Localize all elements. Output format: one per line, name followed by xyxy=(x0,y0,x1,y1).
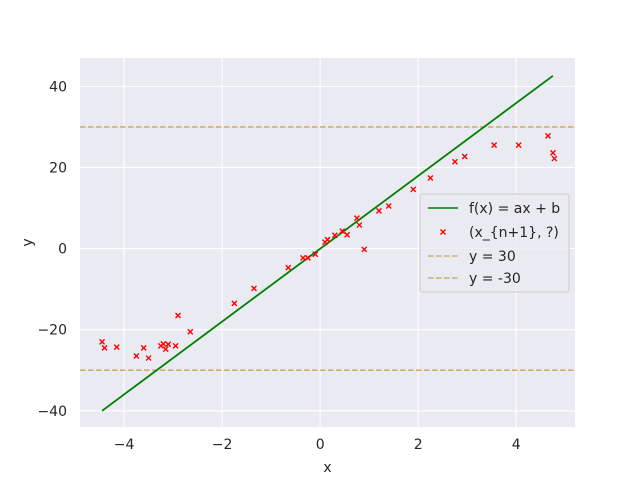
y-tick-label: 40 xyxy=(49,79,67,95)
scatter-point xyxy=(451,158,458,165)
scatter-point xyxy=(461,153,468,160)
scatter-point xyxy=(324,236,331,243)
scatter-point xyxy=(385,203,392,210)
scatter-point xyxy=(304,254,311,261)
scatter-point xyxy=(99,338,106,345)
scatter-point xyxy=(175,312,182,319)
legend-box xyxy=(419,193,570,293)
y-axis-label: y xyxy=(20,238,36,246)
scatter-point xyxy=(231,300,238,307)
scatter-point xyxy=(551,155,558,162)
scatter-point xyxy=(160,340,167,347)
scatter-point xyxy=(515,142,522,149)
line-series xyxy=(101,75,554,412)
y-tick-label: −40 xyxy=(37,404,67,420)
scatter-point xyxy=(187,328,194,335)
grid xyxy=(80,58,575,427)
x-tick-label: −2 xyxy=(212,437,233,453)
legend-scatter-swatch xyxy=(440,229,446,235)
scatter-point xyxy=(113,344,120,351)
y-tick-label: 0 xyxy=(58,242,67,258)
fit-line xyxy=(101,75,554,412)
scatter-point xyxy=(285,264,292,271)
scatter-point xyxy=(145,355,152,362)
legend-label-scatter: (x_{n+1}, ?) xyxy=(469,225,559,241)
legend: f(x) = ax + b (x_{n+1}, ?) y = 30 y = -3… xyxy=(419,193,570,293)
scatter-point xyxy=(165,341,172,348)
y-tick-labels: −40 −20 0 20 40 xyxy=(37,79,67,419)
legend-label-hline-30: y = 30 xyxy=(469,249,516,265)
x-axis-label: x xyxy=(323,460,331,476)
scatter-point xyxy=(353,215,360,222)
scatter-point xyxy=(356,222,363,229)
scatter-point xyxy=(162,346,169,353)
reference-lines xyxy=(80,126,575,372)
x-tick-label: 0 xyxy=(316,437,325,453)
scatter-point xyxy=(101,344,108,351)
legend-label-hline-neg30: y = -30 xyxy=(469,271,521,287)
scatter-series xyxy=(99,132,558,362)
scatter-point xyxy=(545,132,552,139)
scatter-point xyxy=(491,142,498,149)
y-tick-label: −20 xyxy=(37,323,67,339)
scatter-point xyxy=(300,254,306,261)
scatter-point xyxy=(250,285,257,292)
scatter-point xyxy=(312,251,319,258)
scatter-point xyxy=(427,175,434,182)
y-tick-label: 20 xyxy=(49,160,67,176)
scatter-point xyxy=(133,353,140,360)
scatter-point xyxy=(410,186,417,193)
x-tick-label: −4 xyxy=(114,437,135,453)
x-tick-label: 4 xyxy=(512,437,521,453)
x-tick-label: 2 xyxy=(414,437,423,453)
scatter-point xyxy=(140,344,147,351)
scatter-point xyxy=(375,207,382,214)
legend-label-line: f(x) = ax + b xyxy=(469,201,560,217)
scatter-point xyxy=(549,149,556,156)
scatter-point xyxy=(361,246,368,253)
x-tick-labels: −4 −2 0 2 4 xyxy=(114,437,521,453)
scatter-point xyxy=(331,232,338,239)
scatter-point xyxy=(172,342,179,349)
scatter-point xyxy=(344,231,351,238)
scatter-point xyxy=(339,228,346,235)
